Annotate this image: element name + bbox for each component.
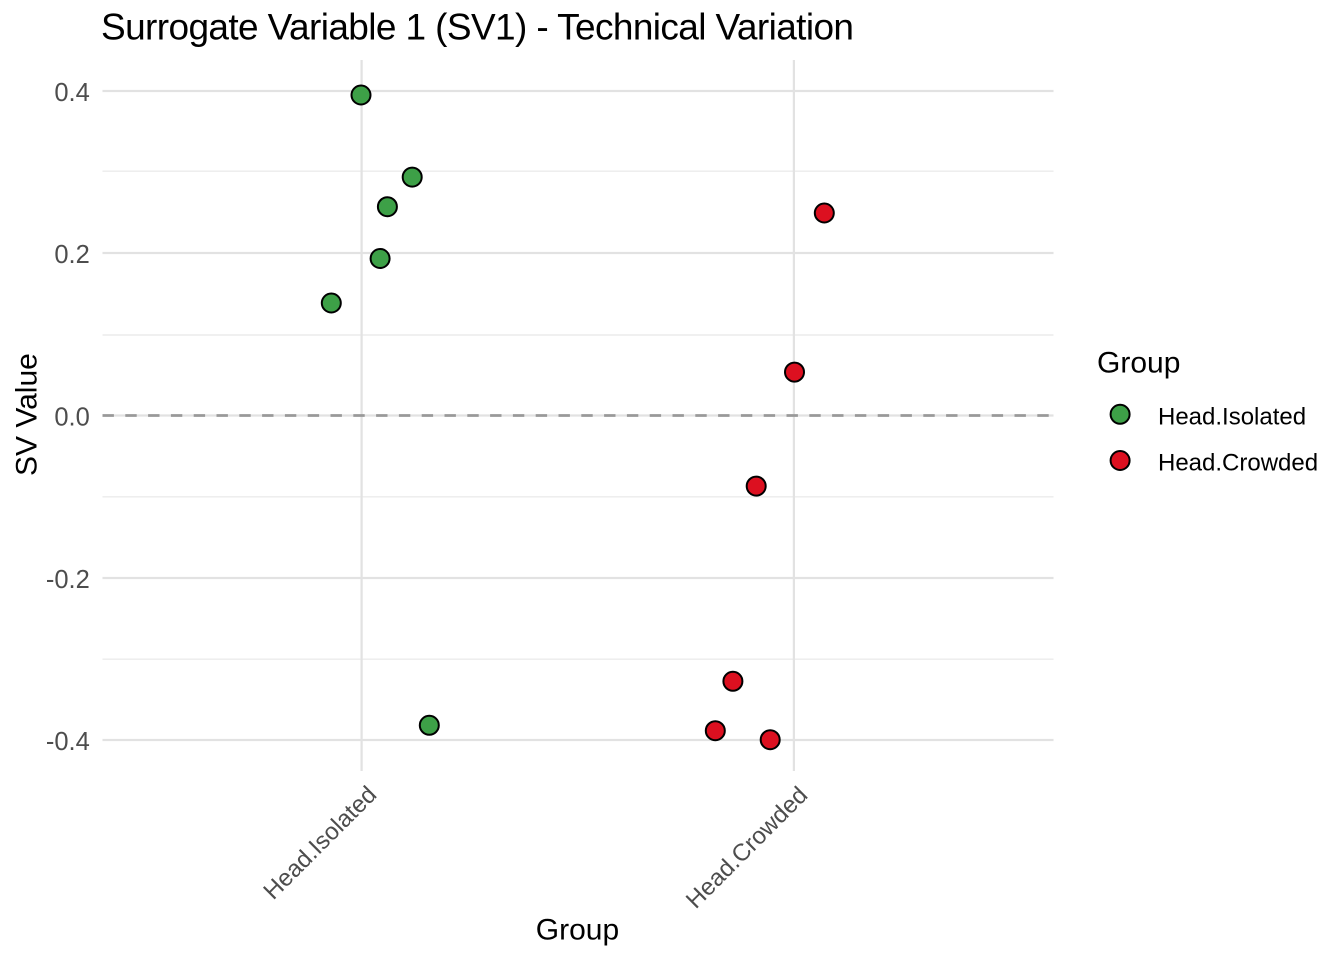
svg-text:Head.Crowded: Head.Crowded: [1158, 449, 1318, 476]
svg-text:0.2: 0.2: [54, 241, 89, 269]
svg-text:SV Value: SV Value: [11, 353, 44, 476]
svg-text:Surrogate Variable 1 (SV1) - T: Surrogate Variable 1 (SV1) - Technical V…: [101, 7, 854, 48]
svg-text:Head.Isolated: Head.Isolated: [1158, 403, 1306, 430]
svg-text:0.0: 0.0: [54, 403, 89, 431]
svg-text:-0.4: -0.4: [46, 728, 90, 756]
svg-text:Group: Group: [1097, 347, 1180, 380]
svg-text:Group: Group: [536, 913, 619, 946]
svg-text:-0.2: -0.2: [46, 566, 90, 594]
svg-text:0.4: 0.4: [54, 79, 89, 107]
